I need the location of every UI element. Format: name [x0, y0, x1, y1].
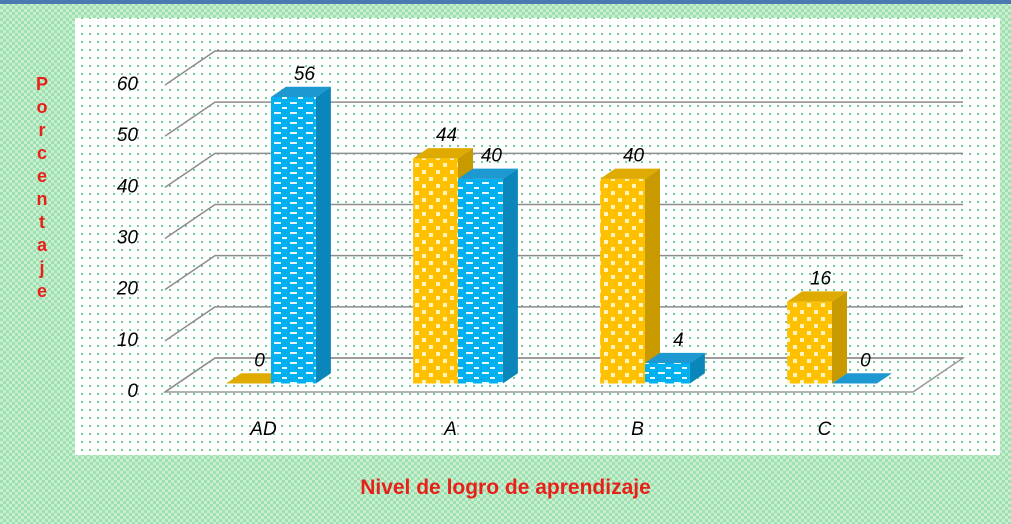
- bar: [787, 291, 847, 384]
- bar-side: [689, 352, 705, 384]
- grid-line: [164, 101, 963, 137]
- bar-front: [645, 363, 690, 384]
- y-tick-label: 30: [117, 228, 139, 249]
- grid-line: [164, 306, 963, 342]
- bar-side: [315, 86, 331, 384]
- bar-front: [458, 178, 503, 384]
- data-label: 44: [436, 125, 457, 146]
- x-tick-label: C: [818, 419, 832, 440]
- border: [0, 0, 1011, 4]
- bar-front: [787, 301, 832, 384]
- bar: [645, 352, 705, 384]
- x-tick-label: AD: [249, 419, 277, 440]
- y-tick-label: 20: [116, 279, 139, 300]
- bar-front: [413, 158, 458, 384]
- bar-side: [832, 291, 847, 384]
- data-label: 0: [860, 350, 871, 371]
- grid-line: [164, 254, 963, 291]
- bar-front: [600, 178, 645, 384]
- bar-front: [271, 96, 316, 384]
- data-label: 40: [481, 146, 503, 167]
- x-tick-label: A: [443, 419, 457, 440]
- grid-line: [164, 50, 963, 86]
- bar-top: [645, 352, 705, 364]
- bar: [458, 168, 518, 384]
- bar: [832, 373, 892, 384]
- data-label: 0: [254, 350, 265, 371]
- bar-top: [413, 148, 473, 159]
- grid-line: [164, 203, 963, 240]
- bar-top: [600, 168, 660, 179]
- y-axis-title: Porcentaje: [32, 74, 52, 304]
- bar-top: [271, 86, 331, 97]
- plot-area: [75, 18, 1000, 455]
- data-label: 56: [294, 64, 316, 85]
- bar-top: [458, 168, 518, 179]
- y-tick-label: 50: [117, 125, 139, 146]
- x-axis-title: Nivel de logro de aprendizaje: [360, 476, 651, 499]
- x-tick-label: B: [631, 419, 644, 440]
- grid-line: [164, 152, 963, 188]
- y-tick-label: 60: [117, 74, 139, 95]
- bar: [271, 86, 331, 384]
- bar-top: [787, 291, 847, 302]
- data-label: 4: [673, 330, 684, 351]
- y-tick-label: 40: [117, 176, 139, 197]
- bar-side: [645, 168, 660, 384]
- y-tick-label: 0: [127, 381, 138, 402]
- grid-line: [164, 357, 963, 393]
- data-label: 16: [810, 268, 832, 289]
- bar-side: [502, 168, 518, 384]
- bar: [600, 168, 660, 384]
- data-label: 40: [623, 146, 645, 167]
- y-tick-label: 10: [117, 330, 139, 351]
- bar-top: [832, 373, 892, 384]
